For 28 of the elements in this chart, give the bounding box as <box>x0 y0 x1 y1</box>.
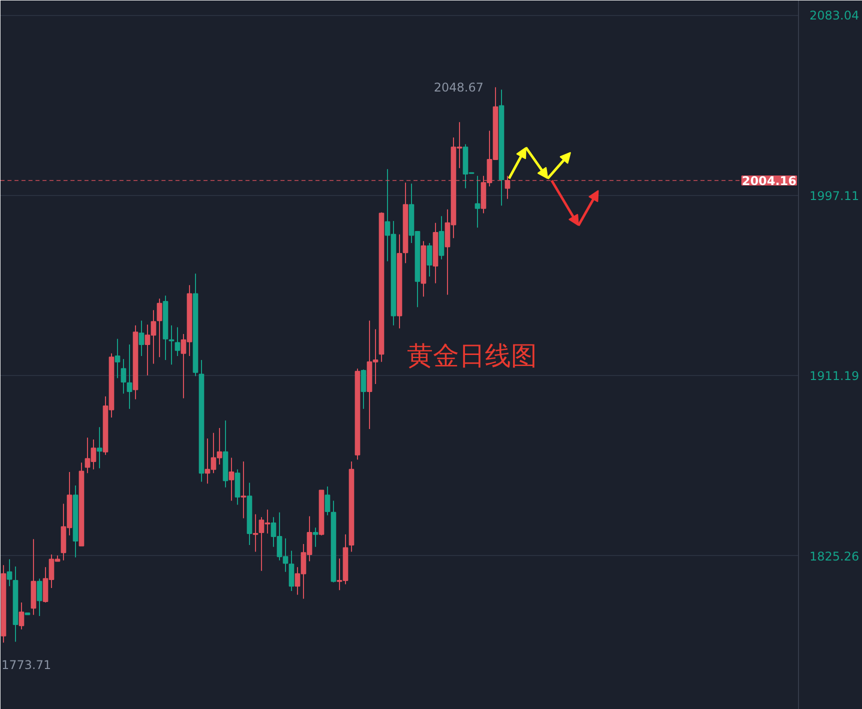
candlestick <box>174 326 180 357</box>
y-tick-label: 1911.19 <box>810 369 860 384</box>
candlestick <box>324 486 330 516</box>
candlestick <box>138 320 144 357</box>
candlestick <box>312 527 318 548</box>
candlestick <box>252 514 258 552</box>
y-tick-label: 2083.04 <box>810 8 860 23</box>
candlestick <box>126 344 132 410</box>
ref-line-label: 2004.16 <box>742 174 796 188</box>
candlestick <box>96 426 102 469</box>
candlestick <box>114 338 120 379</box>
candlestick <box>240 461 246 519</box>
candlestick <box>234 468 240 506</box>
candlestick <box>360 368 366 410</box>
candlestick <box>120 358 126 394</box>
candlestick <box>474 175 480 228</box>
annotation: 2048.67 <box>434 80 484 95</box>
annotation: 1773.71 <box>2 658 52 672</box>
candlestick <box>156 298 162 358</box>
candlestick <box>228 457 234 502</box>
y-tick-label: 1997.11 <box>810 188 860 203</box>
candlestick <box>6 558 12 587</box>
candlestick <box>36 578 42 616</box>
candlestick <box>438 216 444 260</box>
annotation: 黄金日线图 <box>406 342 537 372</box>
candlestick <box>18 602 24 630</box>
y-tick-label: 1825.26 <box>810 549 860 564</box>
candlestick <box>426 242 432 278</box>
